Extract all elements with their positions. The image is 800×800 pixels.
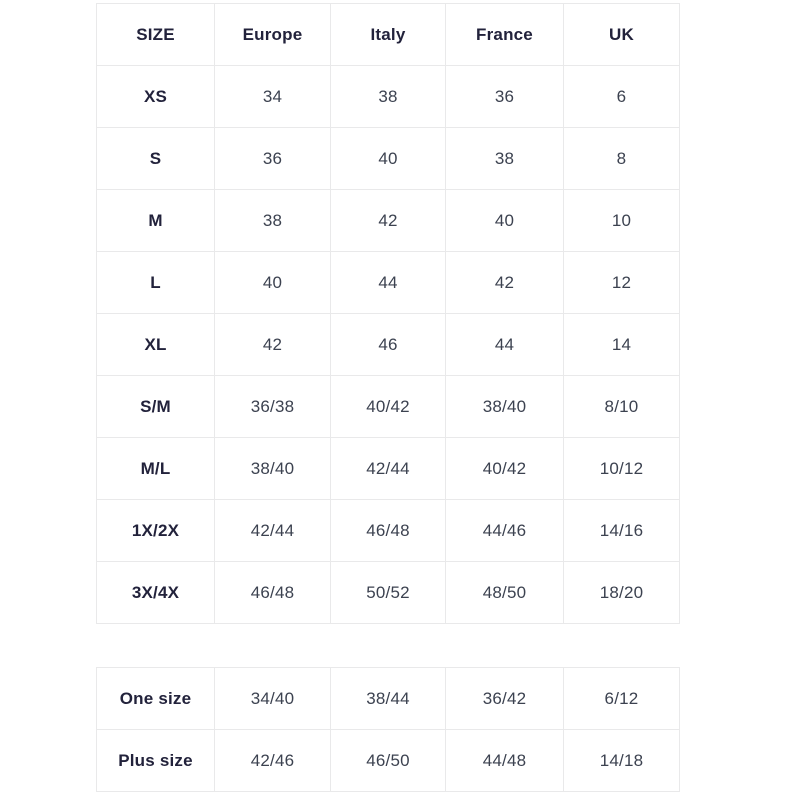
value-cell: 44/48 [445, 729, 564, 792]
row-label: Plus size [96, 729, 215, 792]
value-cell: 14/18 [563, 729, 680, 792]
row-label: One size [96, 667, 215, 730]
value-cell: 42 [445, 251, 564, 314]
value-cell: 40/42 [330, 375, 446, 438]
row-label: M [96, 189, 215, 252]
row-label: S [96, 127, 215, 190]
value-cell: 8 [563, 127, 680, 190]
value-cell: 40 [214, 251, 331, 314]
value-cell: 14/16 [563, 499, 680, 562]
table-row: Plus size 42/46 46/50 44/48 14/18 [96, 729, 680, 792]
value-cell: 38/40 [445, 375, 564, 438]
alternate-size-conversion-table: One size 34/40 38/44 36/42 6/12 Plus siz… [96, 667, 680, 792]
value-cell: 44 [330, 251, 446, 314]
value-cell: 34 [214, 65, 331, 128]
value-cell: 46 [330, 313, 446, 376]
value-cell: 36/38 [214, 375, 331, 438]
value-cell: 8/10 [563, 375, 680, 438]
value-cell: 38/44 [330, 667, 446, 730]
value-cell: 14 [563, 313, 680, 376]
value-cell: 40 [330, 127, 446, 190]
value-cell: 10 [563, 189, 680, 252]
row-label: 3X/4X [96, 561, 215, 624]
value-cell: 36 [445, 65, 564, 128]
column-header-france: France [445, 3, 564, 66]
header-row: SIZE Europe Italy France UK [96, 3, 680, 66]
table-row: S/M 36/38 40/42 38/40 8/10 [96, 375, 680, 438]
value-cell: 46/48 [330, 499, 446, 562]
table-row: One size 34/40 38/44 36/42 6/12 [96, 667, 680, 730]
value-cell: 42 [330, 189, 446, 252]
value-cell: 38 [445, 127, 564, 190]
table-row: M 38 42 40 10 [96, 189, 680, 252]
table-row: M/L 38/40 42/44 40/42 10/12 [96, 437, 680, 500]
table-row: XL 42 46 44 14 [96, 313, 680, 376]
row-label: M/L [96, 437, 215, 500]
column-header-europe: Europe [214, 3, 331, 66]
value-cell: 36/42 [445, 667, 564, 730]
value-cell: 6/12 [563, 667, 680, 730]
row-label: 1X/2X [96, 499, 215, 562]
column-header-uk: UK [563, 3, 680, 66]
value-cell: 50/52 [330, 561, 446, 624]
column-header-size: SIZE [96, 3, 215, 66]
table-row: XS 34 38 36 6 [96, 65, 680, 128]
value-cell: 44 [445, 313, 564, 376]
table-row: L 40 44 42 12 [96, 251, 680, 314]
value-cell: 12 [563, 251, 680, 314]
row-label: XS [96, 65, 215, 128]
table-header: SIZE Europe Italy France UK [96, 3, 680, 66]
column-header-italy: Italy [330, 3, 446, 66]
value-cell: 40 [445, 189, 564, 252]
value-cell: 38 [330, 65, 446, 128]
value-cell: 36 [214, 127, 331, 190]
value-cell: 48/50 [445, 561, 564, 624]
row-label: S/M [96, 375, 215, 438]
value-cell: 46/50 [330, 729, 446, 792]
value-cell: 44/46 [445, 499, 564, 562]
value-cell: 42/44 [330, 437, 446, 500]
value-cell: 42/44 [214, 499, 331, 562]
row-label: L [96, 251, 215, 314]
main-size-conversion-table: SIZE Europe Italy France UK XS 34 38 36 … [96, 3, 680, 624]
value-cell: 42/46 [214, 729, 331, 792]
value-cell: 42 [214, 313, 331, 376]
table-row: 3X/4X 46/48 50/52 48/50 18/20 [96, 561, 680, 624]
value-cell: 46/48 [214, 561, 331, 624]
value-cell: 38/40 [214, 437, 331, 500]
row-label: XL [96, 313, 215, 376]
value-cell: 10/12 [563, 437, 680, 500]
table-body: XS 34 38 36 6 S 36 40 38 8 M 38 42 40 10 [96, 65, 680, 624]
value-cell: 38 [214, 189, 331, 252]
value-cell: 34/40 [214, 667, 331, 730]
table-row: S 36 40 38 8 [96, 127, 680, 190]
table-row: 1X/2X 42/44 46/48 44/46 14/16 [96, 499, 680, 562]
value-cell: 18/20 [563, 561, 680, 624]
value-cell: 40/42 [445, 437, 564, 500]
value-cell: 6 [563, 65, 680, 128]
table-body: One size 34/40 38/44 36/42 6/12 Plus siz… [96, 667, 680, 792]
